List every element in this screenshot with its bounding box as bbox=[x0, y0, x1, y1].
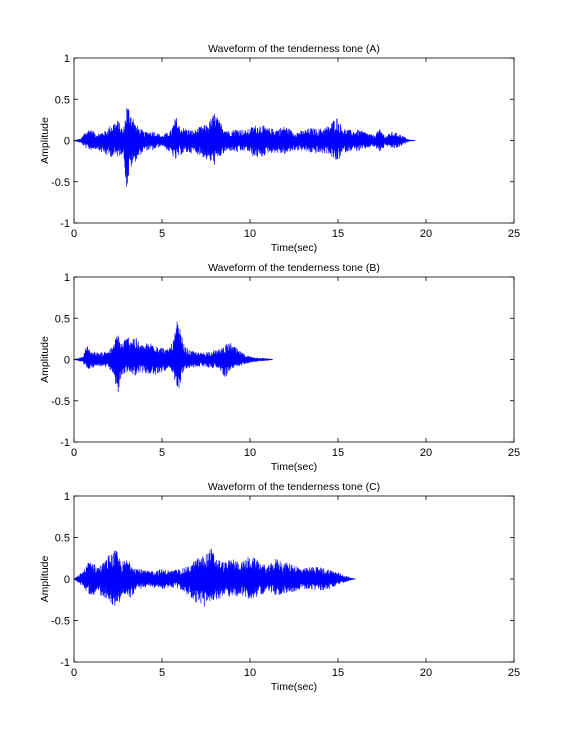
y-tick-label: 0 bbox=[64, 136, 70, 148]
x-tick-label: 5 bbox=[159, 228, 165, 240]
x-tick-label: 5 bbox=[159, 447, 165, 459]
x-axis-label: Time(sec) bbox=[271, 681, 317, 693]
y-axis-label: Amplitude bbox=[39, 336, 51, 383]
x-tick-label: 10 bbox=[244, 667, 256, 679]
x-tick-label: 25 bbox=[508, 667, 520, 679]
y-tick-label: 0.5 bbox=[55, 533, 70, 545]
x-tick-label: 0 bbox=[71, 228, 77, 240]
x-tick-label: 10 bbox=[244, 447, 256, 459]
x-tick-label: 15 bbox=[332, 228, 344, 240]
x-axis-label: Time(sec) bbox=[271, 461, 317, 473]
x-tick-label: 10 bbox=[244, 228, 256, 240]
waveform-series bbox=[73, 107, 416, 187]
y-tick-label: 0.5 bbox=[55, 313, 70, 325]
x-axis-label: Time(sec) bbox=[271, 242, 317, 254]
y-tick-label: 1 bbox=[64, 53, 70, 65]
x-tick-label: 20 bbox=[420, 228, 432, 240]
x-tick-label: 0 bbox=[71, 447, 77, 459]
y-tick-label: -1 bbox=[60, 218, 70, 230]
y-tick-label: -0.5 bbox=[51, 396, 70, 408]
chart-title: Waveform of the tenderness tone (A) bbox=[208, 43, 380, 55]
y-tick-label: 1 bbox=[64, 272, 70, 284]
chart-title: Waveform of the tenderness tone (C) bbox=[208, 481, 380, 493]
x-tick-label: 15 bbox=[332, 447, 344, 459]
chart-1: 0 5 10 15 20 25 -1 -0.5 0 0.5 1 Waveform of the ten… bbox=[39, 43, 520, 254]
y-axis-label: Amplitude bbox=[39, 117, 51, 164]
y-tick-label: 0 bbox=[64, 574, 70, 586]
x-tick-label: 5 bbox=[159, 667, 165, 679]
y-tick-label: 0 bbox=[64, 355, 70, 367]
chart-3: 0 5 10 15 20 25 -1 -0.5 0 0.5 1 Waveform of the ten… bbox=[39, 481, 520, 693]
y-tick-label: 1 bbox=[64, 491, 70, 503]
x-tick-label: 25 bbox=[508, 228, 520, 240]
x-tick-label: 25 bbox=[508, 447, 520, 459]
y-axis-label: Amplitude bbox=[39, 556, 51, 603]
chart-2: 0 5 10 15 20 25 -1 -0.5 0 0.5 1 Waveform of the ten… bbox=[39, 262, 520, 473]
x-tick-label: 20 bbox=[420, 447, 432, 459]
y-tick-label: 0.5 bbox=[55, 94, 70, 106]
chart-title: Waveform of the tenderness tone (B) bbox=[208, 262, 380, 274]
waveform-series bbox=[73, 548, 356, 607]
y-tick-label: -0.5 bbox=[51, 616, 70, 628]
x-tick-label: 15 bbox=[332, 667, 344, 679]
x-tick-label: 0 bbox=[71, 667, 77, 679]
y-tick-label: -1 bbox=[60, 657, 70, 669]
waveform-series bbox=[73, 321, 273, 393]
y-tick-label: -1 bbox=[60, 437, 70, 449]
x-tick-label: 20 bbox=[420, 667, 432, 679]
y-tick-label: -0.5 bbox=[51, 177, 70, 189]
